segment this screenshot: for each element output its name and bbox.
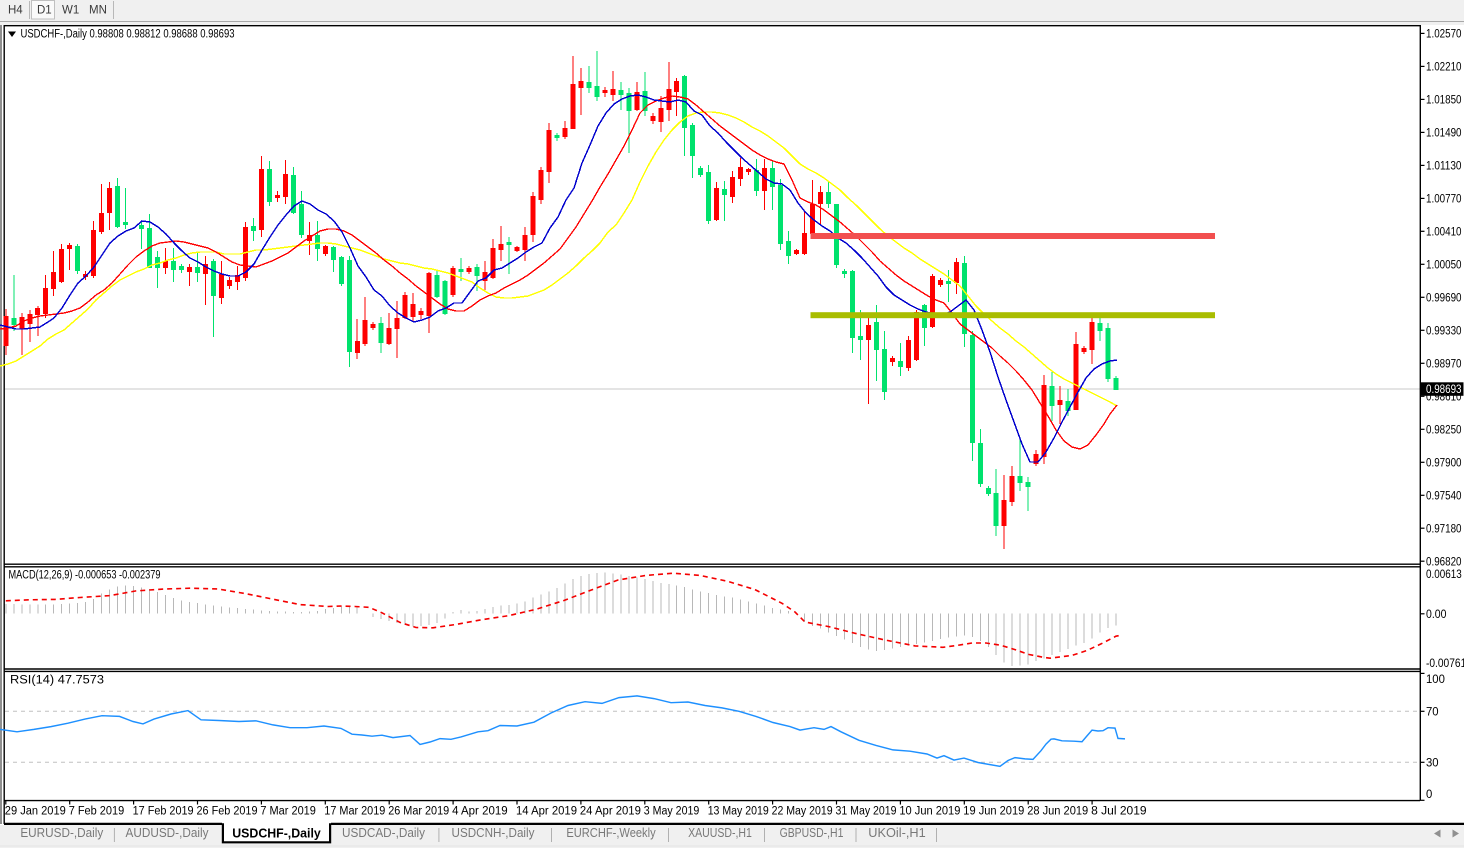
svg-text:1.01490: 1.01490 [1426, 128, 1462, 140]
svg-text:1.00050: 1.00050 [1426, 260, 1462, 272]
svg-text:8 Jul 2019: 8 Jul 2019 [1091, 806, 1147, 818]
svg-text:13 May 2019: 13 May 2019 [708, 806, 769, 818]
svg-text:7 Mar 2019: 7 Mar 2019 [260, 806, 316, 818]
svg-text:1.00770: 1.00770 [1426, 194, 1462, 206]
svg-text:10 Jun 2019: 10 Jun 2019 [899, 806, 960, 818]
svg-text:100: 100 [1426, 674, 1445, 686]
svg-text:EURUSD-,Daily: EURUSD-,Daily [20, 826, 104, 840]
svg-text:17 Feb 2019: 17 Feb 2019 [133, 806, 194, 818]
svg-text:70: 70 [1426, 707, 1439, 719]
svg-text:MN: MN [89, 5, 107, 17]
svg-text:0: 0 [1426, 789, 1432, 801]
svg-text:17 Mar 2019: 17 Mar 2019 [324, 806, 385, 818]
svg-text:AUDUSD-,Daily: AUDUSD-,Daily [126, 826, 210, 840]
svg-text:1.02210: 1.02210 [1426, 62, 1462, 74]
svg-text:USDCHF-,Daily 0.98808 0.98812: USDCHF-,Daily 0.98808 0.98812 0.98688 0.… [21, 29, 235, 41]
svg-text:0.97180: 0.97180 [1426, 524, 1462, 536]
svg-text:0.97540: 0.97540 [1426, 491, 1462, 503]
svg-text:-0.007612: -0.007612 [1426, 658, 1464, 670]
svg-text:1.00410: 1.00410 [1426, 227, 1462, 239]
svg-text:26 Feb 2019: 26 Feb 2019 [197, 806, 258, 818]
svg-text:XAUUSD-,H1: XAUUSD-,H1 [688, 826, 752, 840]
svg-text:3 May 2019: 3 May 2019 [644, 806, 700, 818]
svg-text:7 Feb 2019: 7 Feb 2019 [69, 806, 125, 818]
svg-text:29 Jan 2019: 29 Jan 2019 [5, 806, 66, 818]
svg-text:26 Mar 2019: 26 Mar 2019 [388, 806, 449, 818]
svg-text:W1: W1 [62, 5, 79, 17]
svg-text:31 May 2019: 31 May 2019 [836, 806, 897, 818]
svg-text:D1: D1 [37, 5, 52, 17]
svg-text:0.98250: 0.98250 [1426, 425, 1462, 437]
svg-text:0.99690: 0.99690 [1426, 293, 1462, 305]
svg-text:GBPUSD-,H1: GBPUSD-,H1 [780, 826, 844, 840]
svg-text:0.97900: 0.97900 [1426, 458, 1462, 470]
svg-text:MACD(12,26,9) -0.000653 -0.002: MACD(12,26,9) -0.000653 -0.002379 [9, 570, 161, 582]
svg-text:USDCHF-,Daily: USDCHF-,Daily [232, 827, 321, 841]
svg-text:19 Jun 2019: 19 Jun 2019 [963, 806, 1024, 818]
svg-text:0.00613: 0.00613 [1426, 569, 1462, 581]
svg-text:4 Apr 2019: 4 Apr 2019 [452, 806, 508, 818]
svg-text:14 Apr 2019: 14 Apr 2019 [516, 806, 577, 818]
svg-text:0.96820: 0.96820 [1426, 556, 1462, 568]
svg-text:USDCNH-,Daily: USDCNH-,Daily [452, 826, 536, 840]
svg-text:22 May 2019: 22 May 2019 [772, 806, 833, 818]
svg-text:1.01130: 1.01130 [1426, 161, 1462, 173]
svg-text:EURCHF-,Weekly: EURCHF-,Weekly [566, 826, 656, 840]
svg-text:0.98693: 0.98693 [1426, 384, 1462, 396]
svg-text:0.00: 0.00 [1426, 609, 1446, 621]
svg-text:RSI(14) 47.7573: RSI(14) 47.7573 [10, 675, 104, 687]
svg-text:H4: H4 [8, 5, 23, 17]
svg-text:0.99330: 0.99330 [1426, 326, 1462, 338]
svg-text:1.01850: 1.01850 [1426, 95, 1462, 107]
svg-text:USDCAD-,Daily: USDCAD-,Daily [342, 826, 426, 840]
svg-text:30: 30 [1426, 758, 1439, 770]
svg-text:1.02570: 1.02570 [1426, 29, 1462, 41]
svg-text:24 Apr 2019: 24 Apr 2019 [580, 806, 641, 818]
svg-text:UKOil-,H1: UKOil-,H1 [868, 826, 925, 840]
svg-text:28 Jun 2019: 28 Jun 2019 [1027, 806, 1088, 818]
svg-text:0.98970: 0.98970 [1426, 359, 1462, 371]
